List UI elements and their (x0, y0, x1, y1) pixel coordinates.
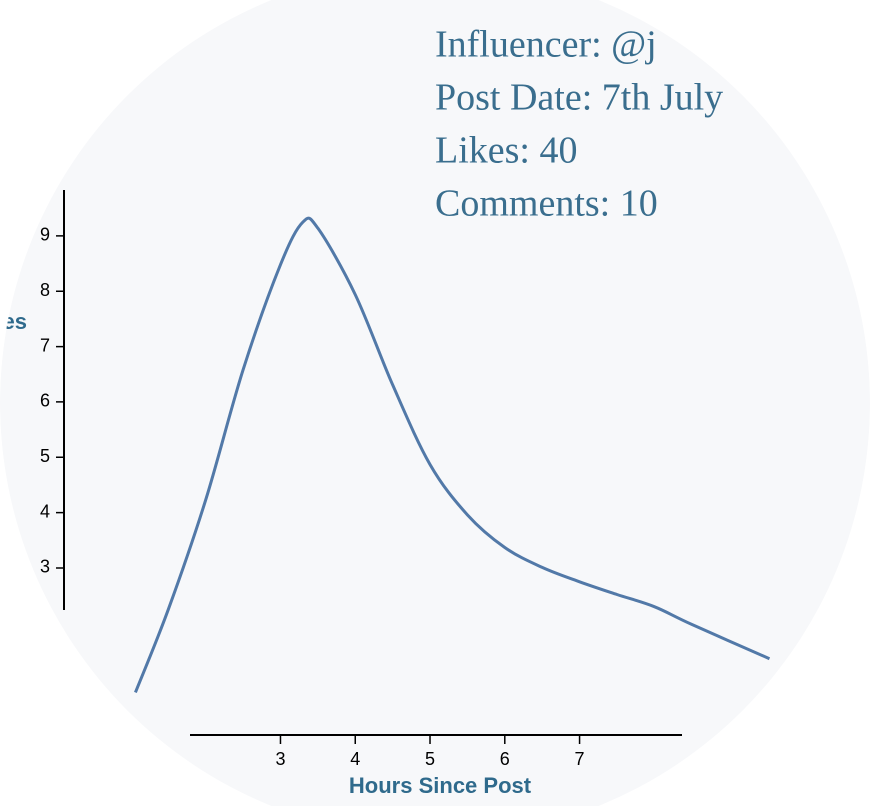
info-text: Post Date: 7th July (435, 77, 723, 119)
x-tick-label: 3 (275, 749, 285, 769)
x-axis-title: Hours Since Post (349, 773, 532, 798)
y-axis-title: Likes (0, 309, 27, 334)
y-tick-label: 9 (40, 225, 50, 245)
y-tick-label: 5 (40, 446, 50, 466)
x-tick-label: 5 (425, 749, 435, 769)
info-text: Influencer: @j (435, 24, 657, 66)
line (134, 216, 771, 694)
y-tick-label: 4 (40, 501, 50, 521)
x-tick-label: 4 (350, 749, 360, 769)
y-tick-label: 8 (40, 280, 50, 300)
x-tick-label: 7 (575, 749, 585, 769)
y-tick-label: 3 (40, 557, 50, 577)
y-tick-label: 7 (40, 335, 50, 355)
info-text: Comments: 10 (435, 183, 658, 225)
info-text: Likes: 40 (435, 130, 577, 172)
x-tick-label: 6 (500, 749, 510, 769)
y-tick-label: 6 (40, 391, 50, 411)
